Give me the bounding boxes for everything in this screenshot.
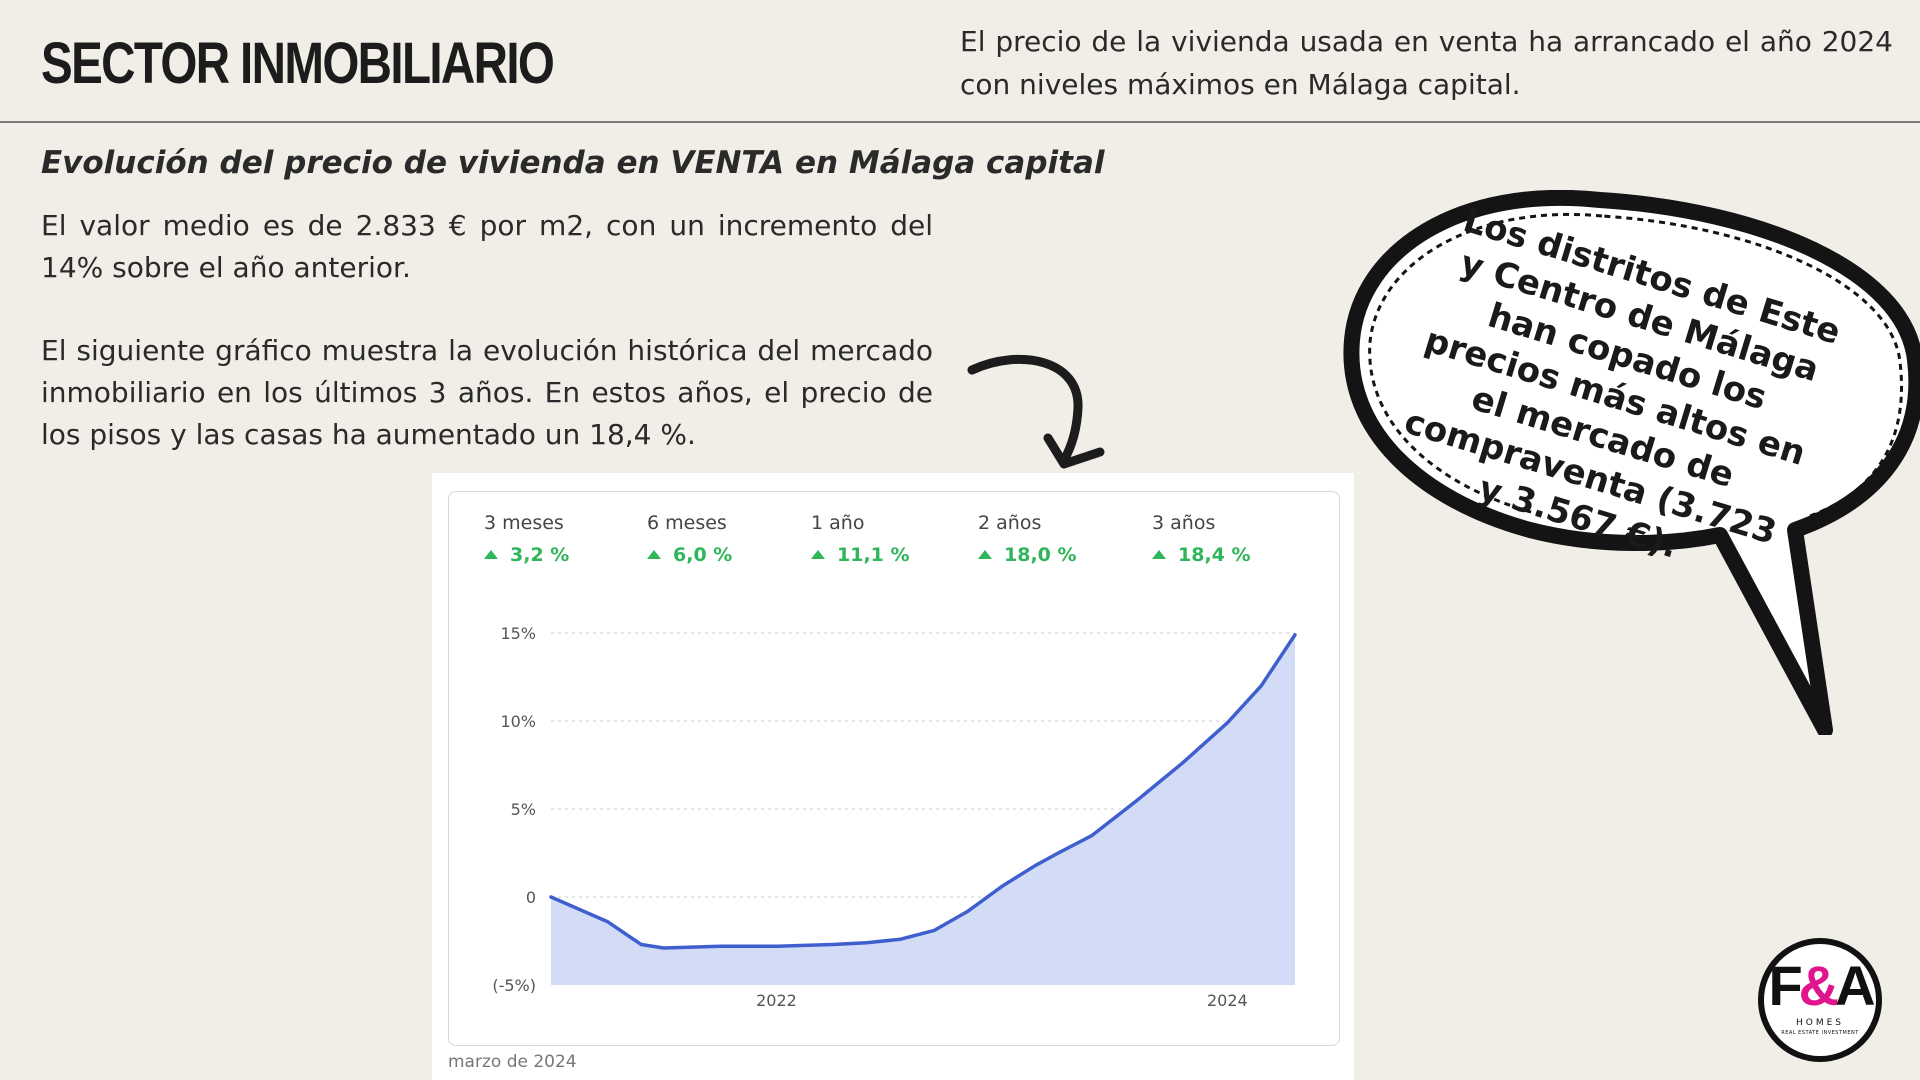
chart-footnote: marzo de 2024 xyxy=(448,1052,577,1072)
y-tick-label: (-5%) xyxy=(492,976,536,995)
up-arrow-icon xyxy=(484,550,498,559)
stat-label-1-ano[interactable]: 1 año xyxy=(811,512,865,534)
history-paragraph: El siguiente gráfico muestra la evolució… xyxy=(41,334,933,451)
up-arrow-icon xyxy=(647,550,661,559)
x-tick-label: 2024 xyxy=(1207,991,1248,1010)
header-divider xyxy=(0,121,1920,123)
logo-wordmark: F&A xyxy=(1768,954,1875,1017)
price-evolution-chart: 15% 10% 5% 0 (-5%) 2022 2024 xyxy=(492,624,1297,1010)
logo-tagline: REAL ESTATE INVESTMENT xyxy=(1781,1030,1859,1036)
stat-label-3-anos[interactable]: 3 años xyxy=(1152,512,1216,534)
x-tick-label: 2022 xyxy=(756,991,797,1010)
stat-value-1-ano: 11,1 % xyxy=(811,544,910,566)
curved-arrow-icon xyxy=(967,354,1105,469)
series-area xyxy=(551,634,1295,985)
logo-subtitle: HOMES xyxy=(1795,1018,1845,1028)
stat-value-2-anos: 18,0 % xyxy=(978,544,1077,566)
up-arrow-icon xyxy=(1152,550,1166,559)
y-tick-label: 0 xyxy=(526,888,536,907)
stat-value-6-meses: 6,0 % xyxy=(647,544,732,566)
average-value-paragraph: El valor medio es de 2.833 € por m2, con… xyxy=(41,209,933,284)
fa-homes-logo: F&A HOMES REAL ESTATE INVESTMENT xyxy=(1758,938,1882,1062)
stat-label-3-meses[interactable]: 3 meses xyxy=(484,512,564,534)
stat-value-3-anos: 18,4 % xyxy=(1152,544,1251,566)
up-arrow-icon xyxy=(978,550,992,559)
intro-text: El precio de la vivienda usada en venta … xyxy=(960,25,1893,101)
stat-value-3-meses: 3,2 % xyxy=(484,544,569,566)
y-tick-label: 10% xyxy=(500,712,536,731)
page-title: SECTOR INMOBILIARIO xyxy=(41,31,555,96)
section-subtitle: Evolución del precio de vivienda en VENT… xyxy=(41,145,1105,181)
up-arrow-icon xyxy=(811,550,825,559)
stat-label-2-anos[interactable]: 2 años xyxy=(978,512,1042,534)
series-line xyxy=(549,633,1297,950)
y-tick-label: 15% xyxy=(500,624,536,643)
speech-bubble xyxy=(1343,190,1920,735)
y-tick-label: 5% xyxy=(511,800,536,819)
stat-label-6-meses[interactable]: 6 meses xyxy=(647,512,727,534)
